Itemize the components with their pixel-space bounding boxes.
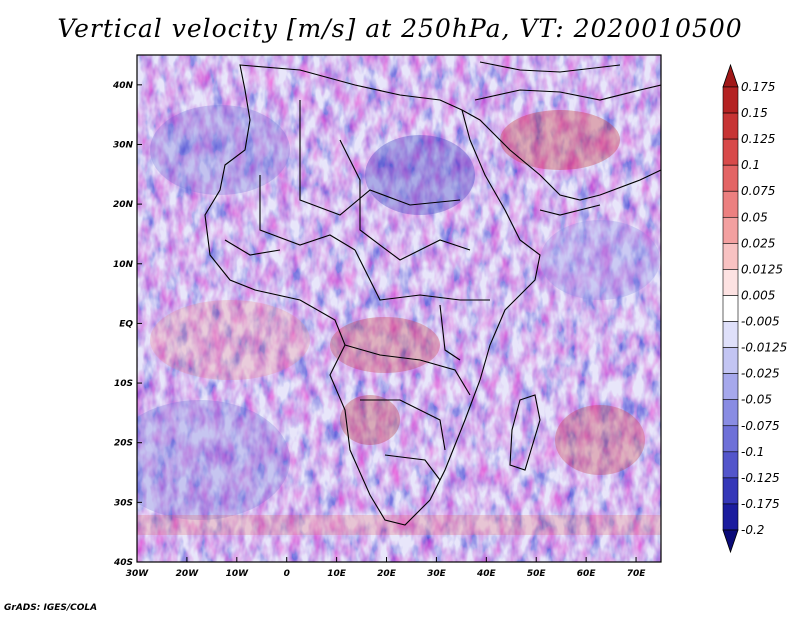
colorbar-top-arrow	[722, 63, 739, 88]
colorbar-bottom-arrow	[722, 529, 739, 554]
colorbar-segment	[722, 243, 739, 270]
lon-tick-label: 10E	[327, 569, 347, 579]
colorbar-label: 0.175	[741, 80, 775, 94]
colorbar-label: -0.05	[741, 393, 772, 407]
colorbar-segment	[722, 373, 739, 401]
lat-tick-label: 40S	[113, 558, 133, 568]
colorbar-label: -0.1	[741, 445, 764, 459]
footer-credit: GrADS: IGES/COLA	[4, 603, 98, 613]
colorbar-segment	[722, 295, 739, 322]
lon-tick-label: 40E	[476, 569, 497, 579]
lon-tick-label: 50E	[527, 569, 547, 579]
colorbar-segment	[722, 477, 739, 505]
latitude-axis: 40N 30N 20N 10N EQ 10S 20S 30S 40S	[112, 81, 142, 568]
colorbar-segment	[722, 399, 739, 427]
coastlines	[204, 61, 661, 526]
colorbar-label: 0.075	[741, 184, 775, 198]
colorbar-label: -0.125	[741, 471, 780, 485]
colorbar-segment	[722, 164, 739, 192]
lat-tick-label: 20N	[113, 200, 134, 210]
colorbar-segment	[722, 451, 739, 479]
map-frame	[136, 54, 662, 563]
colorbar-segment	[722, 190, 739, 218]
lat-tick-label: 30S	[114, 498, 133, 508]
colorbar-label: -0.025	[741, 367, 780, 381]
velocity-field	[137, 55, 661, 562]
colorbar-label: -0.005	[741, 315, 780, 329]
lon-tick-label: 70E	[627, 569, 647, 579]
colorbar-segment	[722, 138, 739, 166]
colorbar-label: 0.15	[741, 106, 768, 120]
lon-tick-label: 0	[284, 569, 290, 579]
lon-tick-label: 20E	[377, 569, 397, 579]
lon-tick-label: 60E	[577, 569, 597, 579]
colorbar-segment	[722, 503, 739, 531]
lat-tick-label: 20S	[114, 439, 133, 449]
colorbar: 0.175 0.15 0.125 0.1 0.075 0.05 0.025 0.0125 0.0…	[722, 63, 787, 554]
lon-tick-label: 20W	[176, 569, 200, 579]
colorbar-segment	[722, 269, 739, 296]
colorbar-label: 0.1	[741, 158, 760, 172]
longitude-axis: 30W 20W 10W 0 10E 20E 30E 40E 50E 60E 70E	[126, 557, 646, 579]
plot-title: Vertical velocity [m/s] at 250hPa, VT: 2…	[57, 14, 743, 43]
colorbar-label: 0.05	[741, 210, 768, 224]
colorbar-segment	[722, 321, 739, 348]
colorbar-label: -0.175	[741, 497, 780, 511]
colorbar-segment	[722, 347, 739, 374]
colorbar-segment	[722, 86, 739, 114]
colorbar-segment	[722, 425, 739, 453]
colorbar-label: -0.2	[741, 523, 764, 537]
lon-tick-label: 30W	[126, 569, 150, 579]
lat-tick-label: 40N	[112, 81, 134, 91]
colorbar-label: -0.0125	[741, 341, 787, 355]
lat-tick-label: 30N	[113, 140, 134, 150]
colorbar-label: 0.0125	[741, 262, 783, 276]
colorbar-segment	[722, 216, 739, 244]
lat-tick-label: 10N	[113, 260, 134, 270]
lon-tick-label: 30E	[427, 569, 447, 579]
lat-tick-label: 10S	[114, 379, 133, 389]
colorbar-label: 0.125	[741, 132, 775, 146]
lon-tick-label: 10W	[226, 569, 250, 579]
lat-tick-label: EQ	[119, 319, 133, 329]
colorbar-label: -0.075	[741, 419, 780, 433]
colorbar-label: 0.025	[741, 236, 775, 250]
colorbar-segment	[722, 112, 739, 140]
colorbar-label: 0.005	[741, 288, 775, 302]
